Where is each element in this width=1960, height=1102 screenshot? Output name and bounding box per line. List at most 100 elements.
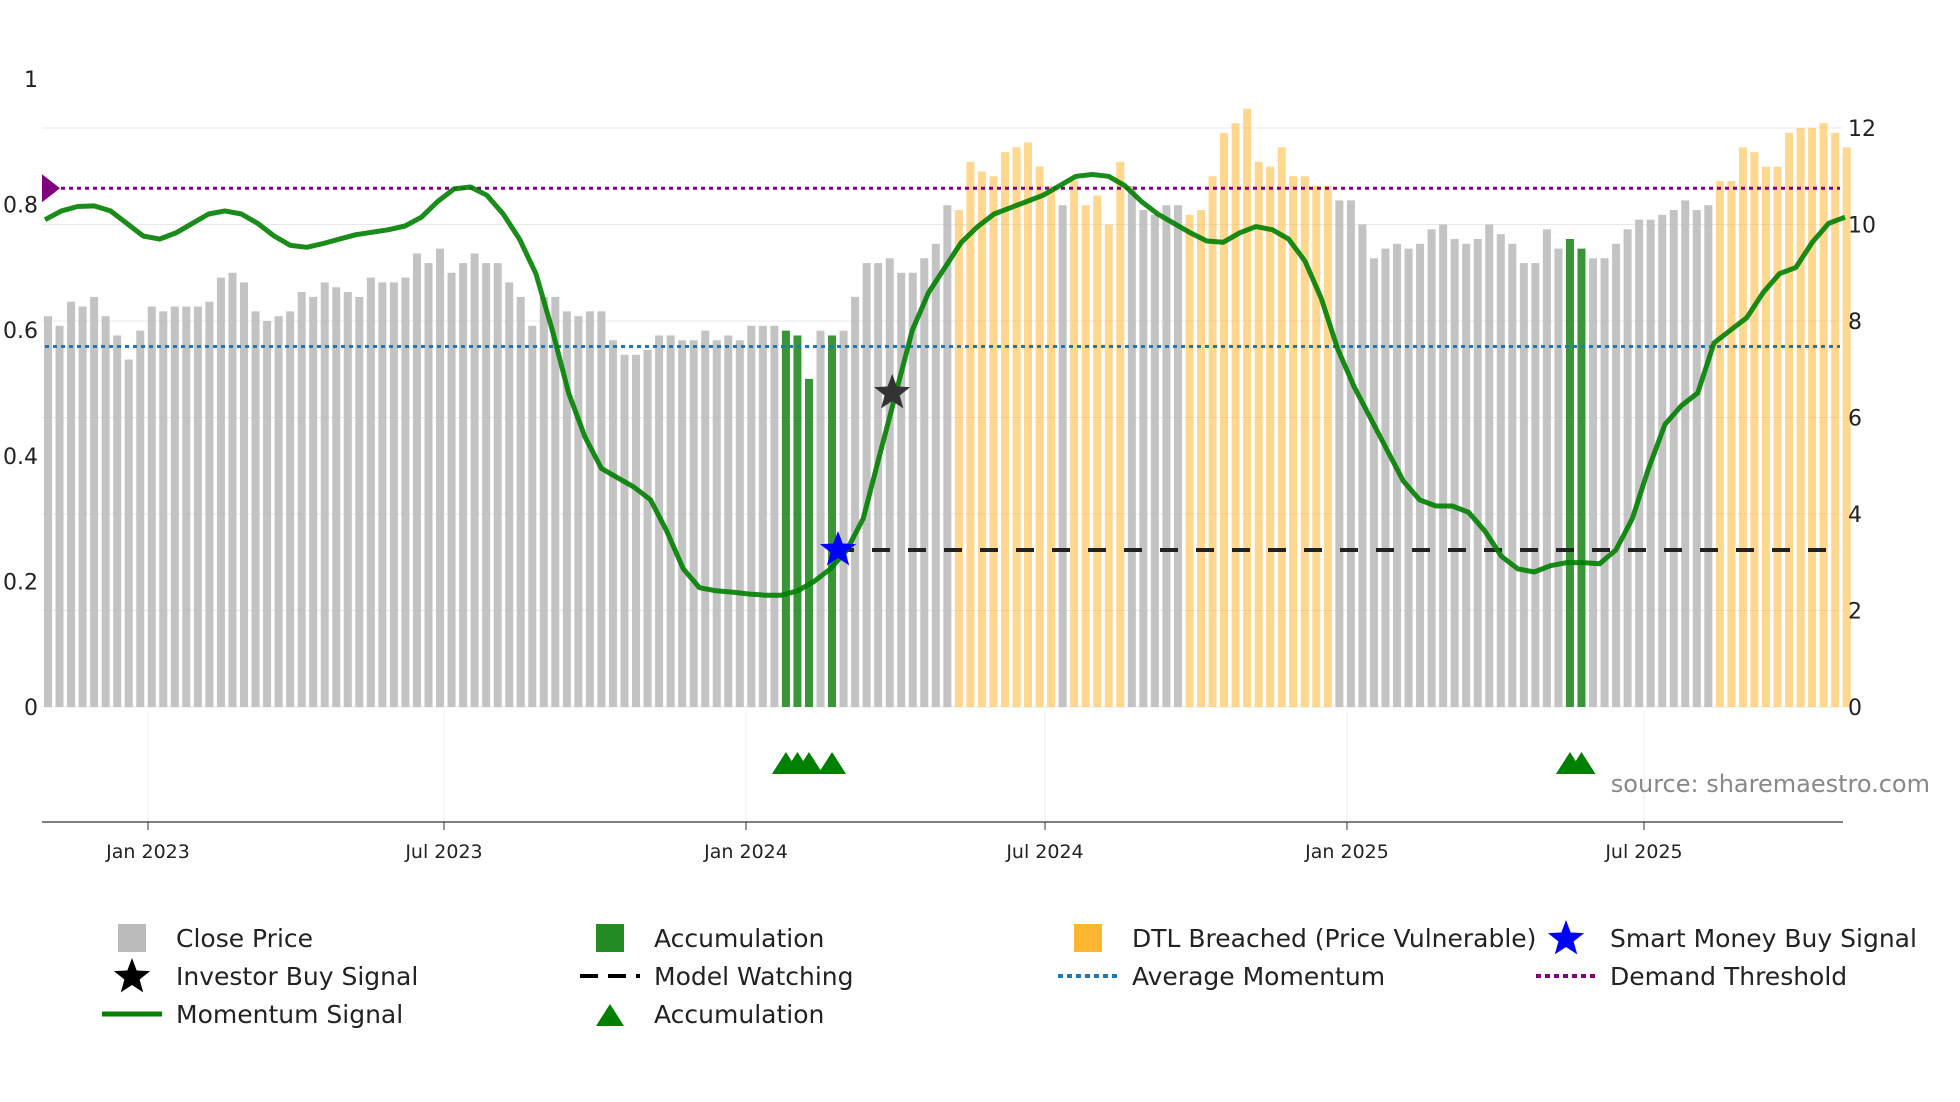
close-price-bar: [1635, 219, 1644, 708]
dtl-breached-bar: [1761, 166, 1770, 708]
dtl-breached-bar: [1750, 152, 1759, 707]
close-price-bar: [424, 263, 433, 707]
close-price-bar: [482, 263, 491, 707]
close-price-bar: [839, 330, 848, 707]
close-price-bar: [1589, 258, 1598, 707]
close-price-bar: [1692, 210, 1701, 707]
close-price-bar: [447, 272, 456, 707]
close-price-bar: [470, 253, 479, 707]
close-price-bar: [1358, 224, 1367, 707]
x-tick-label: Jul 2024: [1005, 841, 1083, 863]
legend-label: DTL Breached (Price Vulnerable): [1132, 923, 1537, 953]
close-price-bar: [874, 263, 883, 707]
momentum-signal-line: [43, 172, 1846, 598]
close-price-bar: [1681, 200, 1690, 707]
close-price-bar: [101, 316, 110, 707]
close-price-bar: [401, 277, 410, 707]
close-price-bar: [136, 330, 145, 707]
close-price-bar: [90, 296, 99, 707]
close-price-bar: [1473, 238, 1482, 707]
signal-markers: [771, 374, 1596, 774]
close-price-bar: [1439, 224, 1448, 707]
dtl-breached-bar: [1220, 132, 1229, 707]
close-price-bar: [712, 340, 721, 707]
y-right-tick-label: 0: [1848, 696, 1862, 721]
close-price-bar: [309, 296, 318, 707]
dtl-breached-bar: [954, 210, 963, 707]
close-price-bar: [585, 311, 594, 707]
close-price-bar: [885, 258, 894, 707]
legend-label: Momentum Signal: [176, 999, 404, 1029]
y-left-tick-label: 0.6: [3, 319, 38, 344]
close-price-bar: [78, 306, 87, 707]
dtl-breached-bar: [1081, 205, 1090, 707]
dtl-breached-bar: [1312, 185, 1321, 707]
grid: [42, 127, 1842, 822]
close-price-bar: [505, 282, 514, 707]
close-price-bar: [193, 306, 202, 707]
close-price-bar: [1623, 229, 1632, 707]
close-price-bar: [1462, 243, 1471, 708]
close-price-bar: [1162, 205, 1171, 707]
close-price-bar: [747, 325, 756, 707]
legend-symbol-square-icon: [1056, 920, 1120, 956]
legend-item: Model Watching: [578, 958, 854, 994]
dtl-breached-bar: [989, 176, 998, 707]
x-tick-label: Jul 2025: [1604, 841, 1682, 863]
price-momentum-chart: Jan 2023 Jul 2023 Jan 2024 Jul 2024 Jan 2025…: [3, 68, 1930, 863]
close-price-bar: [908, 272, 917, 707]
close-price-bar: [943, 205, 952, 707]
legend-symbol-star-icon: [100, 958, 164, 994]
dtl-breached-bar: [1715, 181, 1724, 707]
dtl-breached-bar: [1243, 108, 1252, 707]
close-price-bar: [643, 349, 652, 707]
axes: Jan 2023 Jul 2023 Jan 2024 Jul 2024 Jan 2025…: [3, 68, 1876, 863]
close-price-bar: [551, 296, 560, 707]
y-left-tick-label: 1: [24, 68, 38, 93]
close-price-bar: [1450, 238, 1459, 707]
close-price-bar: [539, 296, 548, 707]
close-price-bar: [378, 282, 387, 707]
accumulation-marker: [818, 752, 847, 774]
dtl-breached-bar: [1831, 132, 1840, 707]
dtl-breached-bar: [1047, 185, 1056, 707]
legend-item: Accumulation: [578, 920, 824, 956]
dtl-breached-bar: [1035, 166, 1044, 708]
legend-item: Average Momentum: [1056, 958, 1385, 994]
dtl-breached-bar: [1000, 152, 1009, 707]
close-price-bar: [735, 340, 744, 707]
y-right-tick-label: 4: [1848, 503, 1862, 528]
close-price-bar: [44, 316, 52, 707]
close-price-bar: [1485, 224, 1494, 707]
dtl-breached-bar: [1289, 176, 1298, 707]
close-price-bar: [286, 311, 295, 707]
close-price-bar: [274, 316, 283, 707]
y-left-tick-label: 0.8: [3, 194, 38, 219]
dtl-breached-bar: [1842, 147, 1851, 708]
close-price-bar: [436, 248, 445, 707]
legend-symbol-square-icon: [578, 920, 642, 956]
close-price-bar: [1335, 200, 1344, 707]
legend-label: Demand Threshold: [1610, 961, 1848, 991]
close-price-bar: [1612, 243, 1621, 708]
close-price-bar: [1127, 185, 1136, 707]
legend-symbol-square-icon: [100, 920, 164, 956]
close-price-bar: [147, 306, 156, 707]
close-price-bar: [170, 306, 179, 707]
dtl-breached-bar: [1012, 147, 1021, 708]
close-price-bar: [1393, 243, 1402, 708]
close-price-bar: [862, 263, 871, 707]
close-price-bar: [758, 325, 767, 707]
close-price-bar: [701, 330, 710, 707]
close-price-bar: [1531, 263, 1540, 707]
close-price-bar: [412, 253, 421, 707]
legend-symbol-triangle-icon: [578, 996, 642, 1032]
legend: Close Price Accumulation DTL Breached (Pri…: [0, 920, 1960, 1050]
close-price-bar: [332, 287, 341, 707]
close-price-bar: [1058, 205, 1067, 707]
legend-label: Close Price: [176, 923, 314, 953]
accumulation-bar: [1565, 238, 1574, 707]
bar-series: [44, 108, 1851, 708]
dtl-breached-bar: [1024, 142, 1033, 708]
dtl-breached-bar: [1254, 161, 1263, 707]
